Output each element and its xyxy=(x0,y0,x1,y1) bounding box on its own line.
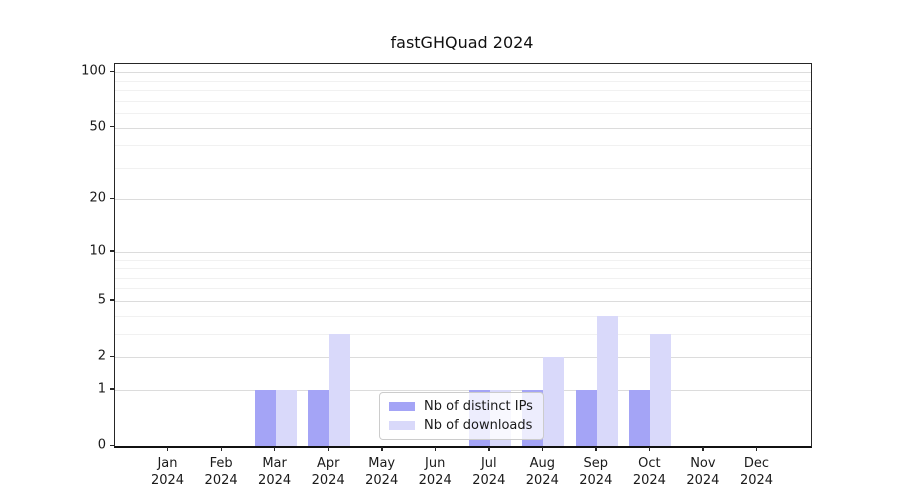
y-axis-tick-mark xyxy=(110,197,114,200)
y-axis-tick-mark xyxy=(110,70,114,73)
gridline xyxy=(115,288,811,290)
gridline xyxy=(115,72,811,74)
x-axis-tick-label: Aug 2024 xyxy=(525,456,559,488)
gridline xyxy=(115,167,811,169)
y-axis-tick-mark xyxy=(110,444,114,446)
gridline xyxy=(115,113,811,114)
x-axis-tick-mark xyxy=(274,447,276,451)
gridline xyxy=(115,315,811,317)
x-axis-tick-label: Nov 2024 xyxy=(686,456,720,488)
legend: Nb of distinct IPs Nb of downloads xyxy=(379,392,544,440)
bar-oct-downloads xyxy=(650,333,672,446)
plot-area: Nb of distinct IPs Nb of downloads xyxy=(114,63,812,448)
x-axis-tick-mark xyxy=(648,447,651,451)
y-axis-tick-label: 0 xyxy=(97,437,106,453)
x-axis-tick-label: Jul 2024 xyxy=(472,456,506,488)
x-axis-tick-mark xyxy=(167,447,169,451)
x-axis-tick-label: May 2024 xyxy=(365,456,399,488)
legend-label-distinct-ips: Nb of distinct IPs xyxy=(424,399,533,414)
x-axis-tick-mark xyxy=(756,447,758,451)
gridline xyxy=(115,259,811,261)
gridline xyxy=(115,357,811,358)
bar-oct-distinct-ips xyxy=(629,389,651,446)
y-axis-tick-label: 2 xyxy=(97,348,106,364)
gridline xyxy=(115,251,811,253)
x-axis-tick-mark xyxy=(595,447,597,451)
gridline xyxy=(115,333,811,335)
gridline xyxy=(115,145,811,147)
x-axis-tick-label: Mar 2024 xyxy=(258,456,292,488)
y-axis-tick-mark xyxy=(110,126,114,128)
y-axis-tick-label: 50 xyxy=(89,119,106,134)
gridline xyxy=(115,127,811,129)
y-axis-tick-label: 10 xyxy=(89,243,106,259)
legend-label-downloads: Nb of downloads xyxy=(424,418,533,433)
bar-mar-downloads xyxy=(275,389,297,446)
x-axis-tick-mark xyxy=(381,447,383,451)
y-axis-tick-mark xyxy=(110,299,114,301)
y-axis-tick-label: 5 xyxy=(97,292,106,308)
gridline xyxy=(115,90,811,91)
gridline xyxy=(115,199,811,201)
y-axis-tick-label: 1 xyxy=(97,381,106,397)
y-axis-tick-label: 100 xyxy=(81,63,106,79)
gridline xyxy=(115,268,811,269)
x-axis-tick-mark xyxy=(488,447,490,451)
x-axis-tick-label: Apr 2024 xyxy=(311,456,345,488)
x-axis-tick-label: Jan 2024 xyxy=(150,456,185,488)
bar-aug-downloads xyxy=(543,357,565,446)
x-axis-tick-label: Oct 2024 xyxy=(632,456,666,488)
bar-mar-distinct-ips xyxy=(254,389,276,446)
legend-swatch-downloads-icon xyxy=(389,421,415,430)
y-axis-tick-mark xyxy=(110,388,114,390)
x-axis-tick-label: Jun 2024 xyxy=(418,456,452,488)
legend-item-distinct-ips: Nb of distinct IPs xyxy=(389,399,533,414)
x-axis-tick-mark xyxy=(702,447,704,451)
bar-sep-downloads xyxy=(596,315,618,446)
x-axis-tick-mark xyxy=(327,447,330,451)
x-axis-tick-label: Dec 2024 xyxy=(739,456,774,488)
legend-swatch-distinct-ips-icon xyxy=(389,402,415,411)
bar-apr-distinct-ips xyxy=(308,389,330,446)
gridline xyxy=(115,100,811,102)
gridline xyxy=(115,277,811,279)
bar-apr-downloads xyxy=(329,333,351,446)
x-axis-tick-mark xyxy=(541,447,544,451)
gridline xyxy=(115,389,811,391)
bar-sep-distinct-ips xyxy=(575,389,597,446)
x-axis-tick-mark xyxy=(434,447,437,451)
x-axis-tick-label: Feb 2024 xyxy=(204,456,238,488)
y-axis-tick-label: 20 xyxy=(89,190,106,206)
legend-item-downloads: Nb of downloads xyxy=(389,418,533,433)
x-axis-tick-label: Sep 2024 xyxy=(579,456,613,488)
chart-title: fastGHQuad 2024 xyxy=(390,33,534,52)
y-axis-tick-mark xyxy=(110,250,114,252)
gridline xyxy=(115,300,811,302)
gridline xyxy=(115,80,811,82)
x-axis-tick-mark xyxy=(220,447,222,451)
y-axis-tick-mark xyxy=(110,355,114,357)
